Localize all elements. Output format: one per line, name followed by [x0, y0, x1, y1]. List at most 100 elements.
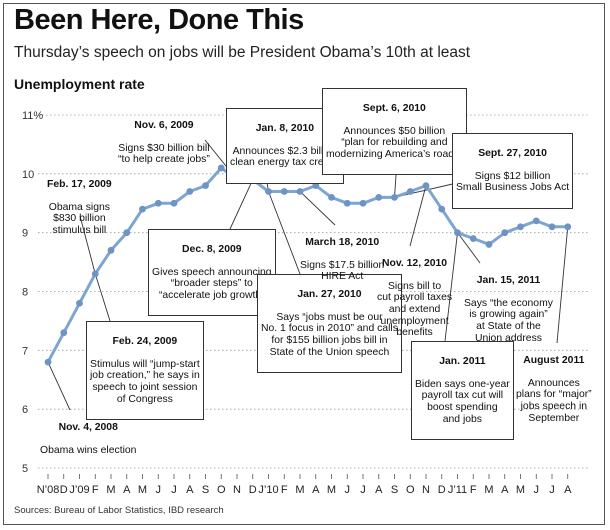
data-point [454, 229, 461, 237]
source-note: Sources: Bureau of Labor Statistics, IBD… [14, 505, 224, 516]
data-point [312, 182, 320, 190]
leader-line [444, 232, 458, 342]
data-point [170, 199, 178, 207]
x-tick-label: A [123, 484, 131, 496]
y-tick-label: 6 [22, 404, 28, 416]
annotation-date: Feb. 17, 2009 [47, 178, 112, 190]
annotation-date: Nov. 6, 2009 [134, 119, 194, 131]
leader-line [47, 361, 71, 411]
data-point [359, 199, 367, 207]
annotation-jan27-2010: Jan. 27, 2010 Says “jobs must be our No.… [257, 274, 402, 373]
annotation-nov-2009: Nov. 6, 2009 Signs $30 billion bill “to … [118, 108, 210, 178]
x-tick-label: M [516, 484, 525, 496]
y-tick-label: 8 [22, 287, 28, 299]
leader-line [229, 179, 254, 230]
x-tick-label: J’11 [448, 484, 467, 496]
leader-line [409, 185, 427, 247]
annotation-date: March 18, 2010 [305, 236, 380, 248]
data-point [296, 188, 304, 195]
data-point [154, 199, 162, 207]
data-point [422, 182, 430, 190]
data-point [469, 235, 477, 242]
series-markers [44, 164, 572, 366]
data-point [76, 299, 83, 307]
annotation-text: Biden says one-year payroll tax cut will… [415, 378, 510, 425]
x-tick-label: D [60, 484, 68, 496]
x-tick-label: M [106, 484, 115, 496]
annotation-text: Says “jobs must be our No. 1 focus in 20… [261, 311, 398, 358]
data-point [44, 358, 52, 366]
annotation-date: Nov. 12, 2010 [382, 257, 448, 269]
unemployment-series-line [46, 166, 568, 363]
data-point [186, 188, 194, 195]
annotation-date: Jan. 2011 [439, 355, 486, 367]
x-tick-label: J [360, 484, 366, 496]
annotation-dec-2009: Dec. 8, 2009 Gives speech announcing “br… [148, 229, 276, 317]
leader-line [556, 226, 569, 344]
x-tick-label: A [375, 484, 383, 496]
annotation-date: Jan. 27, 2010 [297, 288, 362, 300]
data-point [280, 188, 288, 195]
data-point [375, 193, 383, 201]
annotation-text: Stimulus will “jump-start job creation,”… [90, 358, 200, 405]
annotation-sep27-2010: Sept. 27, 2010 Signs $12 billion Small B… [452, 133, 574, 209]
x-tick-label: O [217, 484, 226, 496]
data-point [406, 188, 414, 195]
annotation-date: Nov. 4, 2008 [58, 421, 118, 433]
leader-line [299, 191, 336, 226]
data-point [548, 223, 556, 231]
annotation-text: Says “the economy is growing again” at S… [464, 297, 553, 344]
data-point [91, 270, 99, 278]
data-point [564, 223, 572, 231]
annotation-jan-2011: Jan. 2011 Biden says one-year payroll ta… [411, 341, 514, 440]
x-tick-label: J’09 [69, 484, 89, 496]
data-point [343, 199, 351, 207]
data-point [139, 205, 146, 213]
y-tick-label: 9 [22, 228, 28, 240]
x-tick-label: D [249, 484, 257, 496]
annotation-date: Jan. 15, 2011 [476, 274, 541, 286]
x-tick-marks [47, 474, 569, 479]
data-point [328, 193, 335, 201]
data-point [202, 182, 209, 190]
annotation-text: Signs $17.5 billion HIRE Act [300, 259, 385, 283]
x-tick-label: O [406, 484, 415, 496]
data-point [217, 164, 225, 172]
data-point [60, 329, 68, 337]
y-tick-label: 11% [22, 110, 43, 122]
x-tick-label: J [171, 484, 177, 496]
annotation-mar-2010: March 18, 2010 Signs $17.5 billion HIRE … [300, 225, 384, 295]
x-tick-label: N [233, 484, 241, 496]
annotation-date: Feb. 24, 2009 [112, 335, 178, 347]
annotation-sep6-2010: Sept. 6, 2010 Announces $50 billion “pla… [322, 88, 467, 176]
annotation-text: Obama wins election [40, 444, 137, 456]
annotation-date: Jan. 8, 2010 [255, 122, 315, 134]
leader-line [457, 232, 481, 264]
x-tick-label: S [202, 484, 209, 496]
annotation-text: Announces plans for “major” jobs speech … [516, 377, 592, 424]
x-tick-label: J [534, 484, 540, 496]
x-tick-label: J’10 [258, 484, 278, 496]
annotation-nov-2010: Nov. 12, 2010 Signs bill to cut payroll … [377, 246, 452, 350]
annotation-text: Signs $12 billion Small Business Jobs Ac… [456, 170, 570, 194]
x-tick-label: F [470, 484, 477, 496]
x-tick-label: M [327, 484, 336, 496]
x-tick-label: D [438, 484, 446, 496]
annotation-feb17-2009: Feb. 17, 2009 Obama signs $830 billion s… [47, 167, 112, 248]
x-tick-label: J [156, 484, 162, 496]
annotation-text: Announces $50 billion “plan for rebuildi… [326, 125, 463, 160]
annotation-nov-2008: Nov. 4, 2008 Obama wins election [40, 410, 136, 468]
annotation-jan15-2011: Jan. 15, 2011 Says “the economy is growi… [464, 263, 553, 356]
x-tick-label: M [295, 484, 304, 496]
data-point [485, 241, 493, 248]
chart-subtitle: Thursday’s speech on jobs will be Presid… [14, 44, 471, 61]
annotation-aug-2011: August 2011 Announces plans for “major” … [516, 343, 592, 436]
annotation-text: Signs bill to cut payroll taxes and exte… [377, 280, 453, 339]
y-tick-label: 5 [22, 463, 28, 475]
chart-title: Been Here, Done This [14, 4, 304, 36]
data-point [265, 188, 272, 195]
x-tick-label: F [92, 484, 99, 496]
y-tick-label: 7 [22, 345, 28, 357]
x-tick-label: M [138, 484, 147, 496]
x-tick-label: F [281, 484, 288, 496]
